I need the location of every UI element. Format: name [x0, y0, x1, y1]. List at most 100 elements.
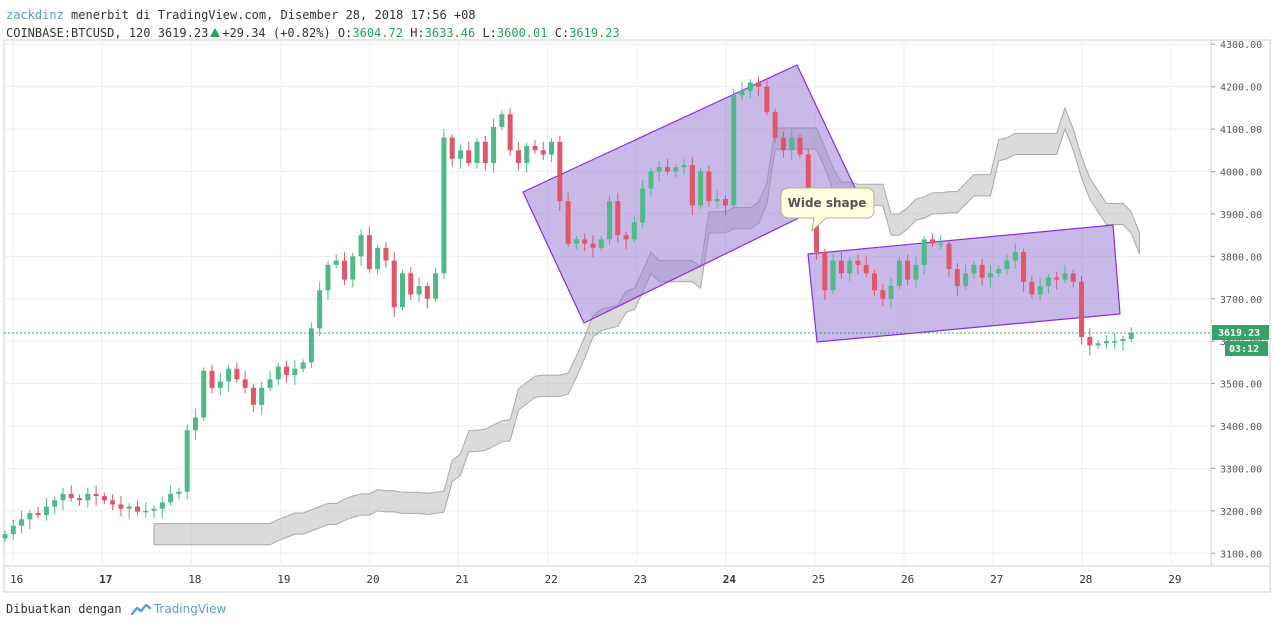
candle-up	[913, 264, 919, 280]
candle-down	[946, 243, 952, 270]
price-axis[interactable]	[1210, 39, 1271, 567]
high-label: H:	[410, 26, 425, 40]
candle-down	[1079, 281, 1085, 337]
candle-up	[2, 534, 8, 539]
candle-up	[159, 502, 165, 509]
candle-down	[855, 260, 861, 265]
candle-up	[358, 235, 364, 257]
x-tick-label: 29	[1168, 573, 1181, 586]
candle-up	[549, 141, 555, 155]
candle-up	[1062, 273, 1068, 280]
price-chart[interactable]: 4300.00 4200.00 4100.00 4000.00 3900.00 3800.…	[0, 0, 1274, 600]
candle-up	[333, 260, 339, 265]
candle-up	[681, 165, 687, 168]
cloud-band	[153, 106, 1141, 546]
x-tick-label: 21	[456, 573, 469, 586]
tradingview-brand[interactable]: TradingView	[153, 602, 227, 616]
x-tick-label: 24	[723, 573, 737, 586]
candle-down	[590, 243, 596, 248]
candle-down	[872, 273, 878, 291]
candle-up	[43, 506, 49, 516]
y-tick-label: 4000.00	[1220, 168, 1262, 179]
current-price-tag	[1212, 325, 1269, 341]
x-tick-label: 26	[901, 573, 914, 586]
candle-up	[259, 387, 265, 405]
candle-down	[366, 235, 372, 270]
candle-up	[921, 239, 927, 265]
candle-down	[209, 370, 215, 388]
y-tick-label: 4100.00	[1220, 125, 1262, 136]
candle-down	[101, 496, 107, 501]
candle-up	[640, 188, 646, 223]
open-value: 3604.72	[352, 26, 403, 40]
countdown-tag	[1225, 341, 1268, 357]
candle-up	[399, 273, 405, 308]
x-tick-label: 23	[634, 573, 647, 586]
y-tick-label: 3700.00	[1220, 295, 1262, 306]
close-label: C:	[554, 26, 570, 40]
symbol-label: COINBASE:BTCUSD, 120	[6, 26, 151, 40]
candle-up	[217, 381, 223, 388]
candle-down	[772, 112, 778, 138]
candle-up	[375, 247, 381, 270]
low-label: L:	[482, 26, 497, 40]
candle-up	[698, 171, 704, 206]
up-arrow-icon	[210, 28, 221, 37]
candle-up	[126, 506, 132, 509]
candle-down	[532, 146, 538, 151]
x-tick-label: 19	[277, 573, 290, 586]
x-tick-label: 27	[990, 573, 1003, 586]
candle-up	[1103, 341, 1109, 344]
candle-down	[68, 493, 74, 499]
created-with-text: Dibuatkan dengan	[6, 602, 122, 616]
candle-up	[441, 137, 447, 274]
candle-down	[905, 260, 911, 280]
candle-up	[474, 141, 480, 164]
candle-down	[664, 167, 670, 172]
candle-down	[482, 141, 488, 164]
candle-down	[822, 252, 828, 291]
candle-up	[176, 491, 182, 494]
candle-up	[524, 146, 530, 164]
candle-up	[27, 512, 33, 520]
candle-up	[499, 114, 505, 127]
time-axis[interactable]	[3, 565, 1271, 593]
x-tick-label: 17	[99, 573, 112, 586]
candle-up	[971, 264, 977, 274]
candle-down	[540, 150, 546, 155]
ohlc-line: COINBASE:BTCUSD, 120 3619.23 +29.34 (+0.8…	[6, 24, 620, 42]
tradingview-logo-icon	[130, 603, 151, 615]
x-tick-label: 25	[812, 573, 825, 586]
candle-up	[673, 167, 679, 172]
candle-up	[151, 508, 157, 511]
footer: Dibuatkan dengan TradingView	[6, 602, 226, 617]
annotation-text: Wide shape	[788, 196, 867, 210]
candle-down	[764, 86, 770, 113]
candle-down	[582, 239, 588, 244]
candle-up	[325, 264, 331, 291]
candle-down	[424, 286, 430, 299]
countdown-label: 03:12	[1229, 344, 1259, 355]
x-tick-label: 28	[1079, 573, 1092, 586]
annotation-bubble[interactable]	[780, 187, 875, 233]
x-tick-label: 22	[545, 573, 558, 586]
candle-up	[996, 269, 1002, 274]
candle-down	[565, 201, 571, 244]
candle-up	[631, 222, 637, 240]
candle-up	[938, 243, 944, 246]
high-value: 3633.46	[424, 26, 476, 40]
y-tick-label: 3300.00	[1220, 464, 1262, 475]
candle-up	[60, 493, 66, 501]
candle-up	[1045, 277, 1051, 287]
low-value: 3600.01	[496, 26, 548, 40]
candle-up	[267, 379, 273, 388]
candle-up	[201, 370, 207, 418]
candle-up	[656, 167, 662, 172]
y-tick-label: 3900.00	[1220, 210, 1262, 221]
candle-down	[623, 235, 629, 240]
author-name[interactable]: zackdinz	[6, 8, 64, 22]
candle-down	[118, 504, 124, 509]
candle-up	[963, 273, 969, 287]
candle-down	[383, 247, 389, 261]
candle-up	[1012, 252, 1018, 261]
